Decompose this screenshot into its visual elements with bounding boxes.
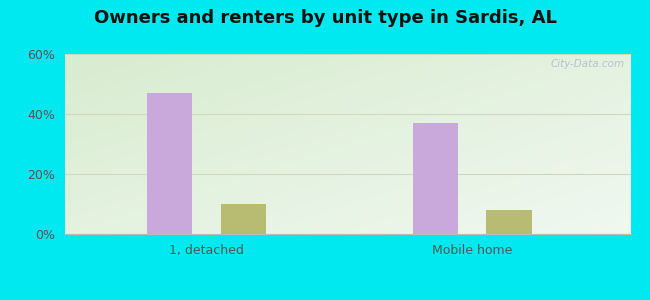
Text: Owners and renters by unit type in Sardis, AL: Owners and renters by unit type in Sardi… <box>94 9 556 27</box>
Bar <box>413 123 458 234</box>
Bar <box>486 210 532 234</box>
Text: City-Data.com: City-Data.com <box>551 59 625 69</box>
Bar <box>220 204 266 234</box>
Bar <box>147 93 192 234</box>
